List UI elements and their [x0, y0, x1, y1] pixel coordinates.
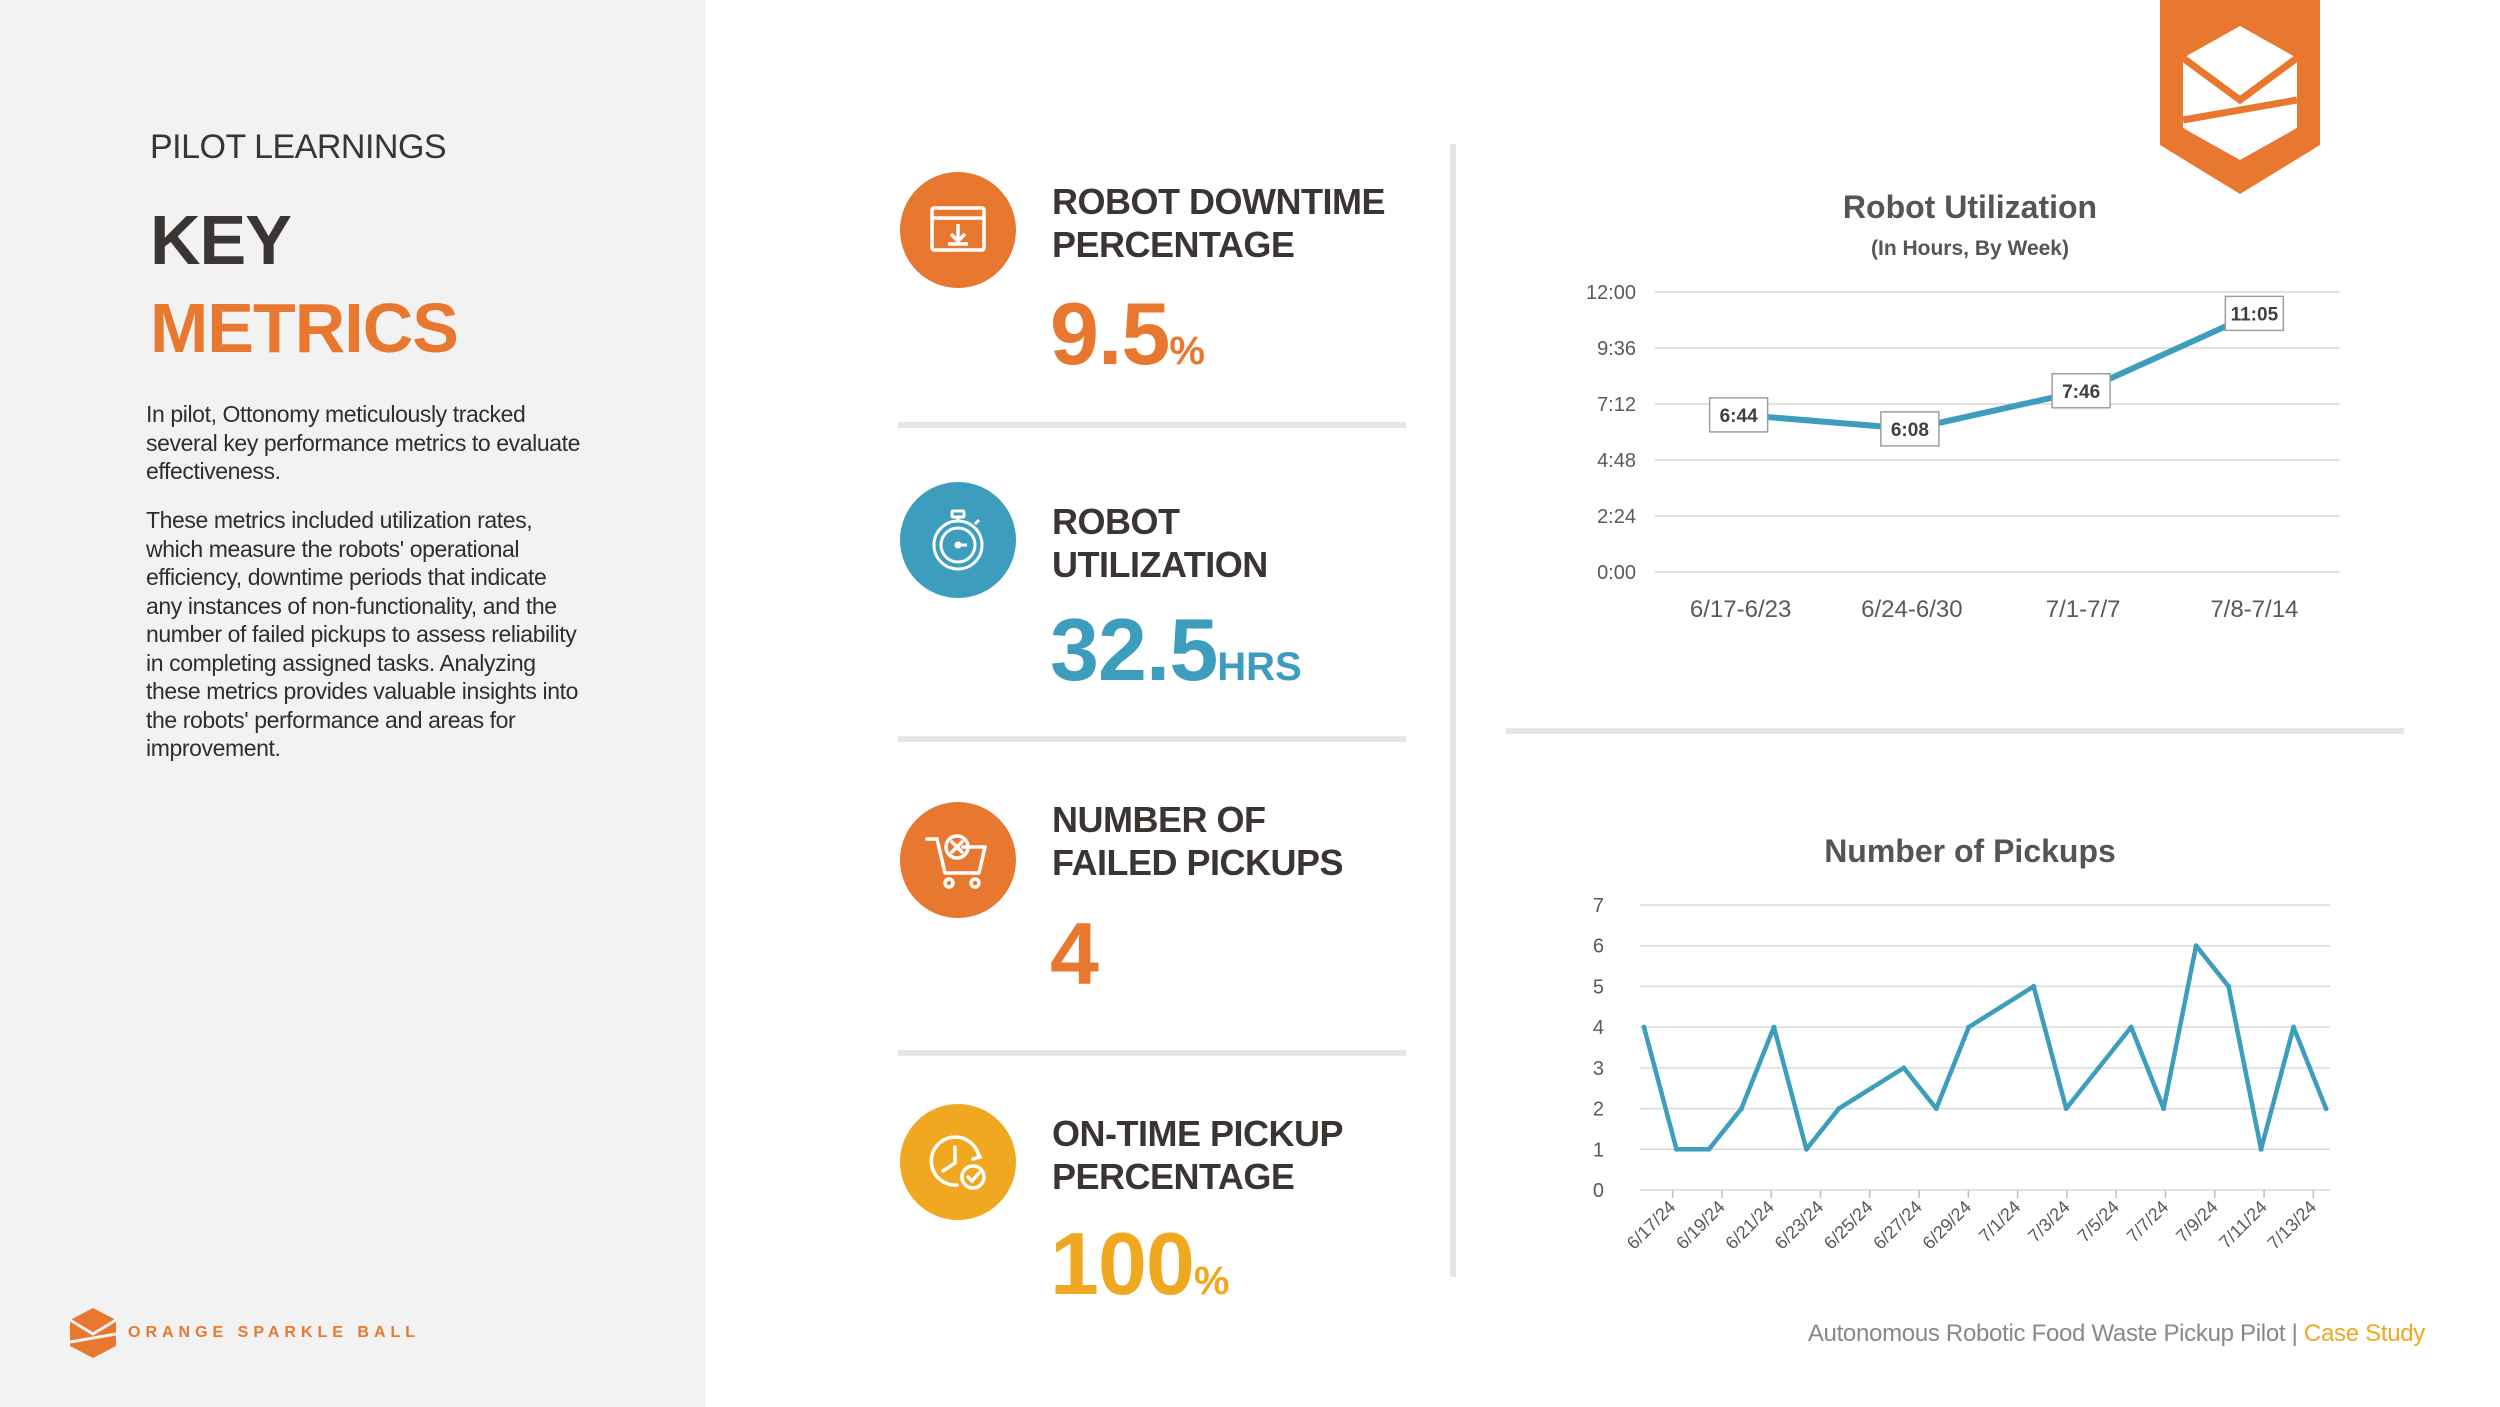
chart2-y-tick: 5 [1593, 976, 1604, 998]
intro-paragraph: In pilot, Ottonomy meticulously tracked … [146, 401, 581, 484]
chart2-y-tick: 4 [1593, 1017, 1604, 1039]
chart2-point [2063, 1106, 2069, 1112]
metric-value-on-time: 100% [1050, 1214, 1230, 1313]
chart2-point [1771, 1024, 1777, 1030]
details-paragraph: These metrics included utilization rates… [146, 507, 579, 761]
brand-name: ORANGE SPARKLE BALL [128, 1324, 421, 1341]
metric-divider [898, 422, 1406, 428]
chart2-point [2128, 1024, 2134, 1030]
chart1-x-tick: 7/1-7/7 [2046, 596, 2121, 623]
chart2-x-tick: 7/7/24 [2123, 1197, 2173, 1247]
chart2-point [1966, 1024, 1972, 1030]
page-title-line1: KEY [150, 201, 292, 279]
chart2-point [1933, 1106, 1939, 1112]
metric-label-downtime: ROBOT DOWNTIME PERCENTAGE [1052, 181, 1385, 265]
chart2-x-tick: 7/5/24 [2074, 1197, 2124, 1247]
chart-divider [1506, 728, 2404, 734]
chart2-y-tick: 2 [1593, 1099, 1604, 1121]
chart1-y-tick: 12:00 [1586, 282, 1636, 304]
chart2-point [1803, 1146, 1809, 1152]
chart2-x-tick: 7/3/24 [2024, 1197, 2074, 1247]
chart1-data-label: 6:08 [1891, 420, 1929, 441]
chart2-point [1998, 1004, 2004, 1010]
envelope-badge-icon [2160, 0, 2320, 194]
chart2-y-tick: 6 [1593, 936, 1604, 958]
chart2-x-tick: 6/17/24 [1623, 1197, 1680, 1254]
browser-download-icon [900, 172, 1016, 288]
chart1-data-label-box [2051, 373, 2111, 409]
chart2-y-tick: 0 [1593, 1180, 1604, 1202]
chart2-y-tick: 7 [1593, 895, 1604, 917]
chart2-point [2323, 1106, 2329, 1112]
chart2-point [1836, 1106, 1842, 1112]
chart2-x-tick: 7/11/24 [2215, 1197, 2271, 1253]
chart1-y-tick: 4:48 [1597, 450, 1636, 472]
chart2-point [1673, 1146, 1679, 1152]
chart2-x-tick: 6/23/24 [1771, 1197, 1828, 1254]
page-title-line2: METRICS [150, 289, 459, 367]
section-label: PILOT LEARNINGS [150, 128, 447, 166]
brand-logo: ORANGE SPARKLE BALL [68, 1306, 420, 1360]
cart-cancel-icon [900, 802, 1016, 918]
chart2-point [2291, 1024, 2297, 1030]
metric-divider [898, 736, 1406, 742]
chart2-series-line [1641, 943, 2329, 1152]
chart1-y-tick: 2:24 [1597, 506, 1636, 528]
chart1-x-tick: 7/8-7/14 [2210, 596, 2298, 623]
chart1-x-tick: 6/17-6/23 [1690, 596, 1791, 623]
chart2-point [1641, 1024, 1647, 1030]
chart2-x-tick: 7/1/24 [1975, 1197, 2025, 1247]
stopwatch-icon [900, 482, 1016, 598]
metric-divider [898, 1050, 1406, 1056]
chart1-x-tick: 6/24-6/30 [1861, 596, 1962, 623]
chart2-point [2226, 983, 2232, 989]
footer-caption: Autonomous Robotic Food Waste Pickup Pil… [1807, 1320, 2425, 1347]
metric-label-on-time: ON-TIME PICKUP PERCENTAGE [1052, 1113, 1344, 1197]
chart2-point [1901, 1065, 1907, 1071]
chart1-y-tick: 7:12 [1597, 394, 1636, 416]
metric-value-downtime: 9.5% [1050, 284, 1205, 383]
chart1-y-tick: 0:00 [1597, 562, 1636, 584]
chart1-subtitle: (In Hours, By Week) [1871, 237, 2069, 260]
chart2-title: Number of Pickups [1824, 833, 2116, 869]
chart2-point [1738, 1106, 1744, 1112]
chart1-data-label: 11:05 [2231, 304, 2279, 325]
chart2-x-tick: 6/25/24 [1820, 1197, 1877, 1254]
chart2-point [2031, 983, 2037, 989]
chart2-point [2258, 1146, 2264, 1152]
chart2-x-tick: 6/21/24 [1721, 1197, 1778, 1254]
cube-logo-icon [69, 1308, 117, 1358]
chart2-point [1868, 1085, 1874, 1091]
metric-label-failed-pickups: NUMBER OF FAILED PICKUPS [1052, 799, 1344, 883]
chart1-title: Robot Utilization [1843, 189, 2097, 225]
vertical-divider [1450, 144, 1456, 1277]
chart2-y-tick: 3 [1593, 1058, 1604, 1080]
metric-value-utilization: 32.5HRS [1050, 600, 1302, 699]
chart2-point [2161, 1106, 2167, 1112]
chart2-x-tick: 7/9/24 [2172, 1197, 2222, 1247]
metric-label-utilization: ROBOT UTILIZATION [1052, 501, 1268, 585]
chart2-x-tick: 7/13/24 [2264, 1197, 2321, 1254]
chart2-y-tick: 1 [1593, 1139, 1604, 1161]
chart2-point [2193, 943, 2199, 949]
clock-check-icon [900, 1104, 1016, 1220]
metric-value-failed-pickups: 4 [1050, 904, 1099, 1003]
chart1-y-tick: 9:36 [1597, 338, 1636, 360]
chart2-point [1706, 1146, 1712, 1152]
chart2-x-tick: 6/27/24 [1869, 1197, 1926, 1254]
chart2-point [2096, 1065, 2102, 1071]
chart1-data-label: 7:46 [2062, 382, 2100, 403]
left-panel [0, 0, 706, 1407]
chart1-series-line [1740, 310, 2256, 432]
chart1-data-label-box [1708, 397, 1769, 433]
chart1-data-label-box [2224, 295, 2285, 332]
chart2-x-tick: 6/29/24 [1919, 1197, 1976, 1254]
chart2-x-tick: 6/19/24 [1672, 1197, 1729, 1254]
chart1-data-label: 6:44 [1720, 406, 1758, 427]
chart1-data-label-box [1880, 411, 1940, 447]
